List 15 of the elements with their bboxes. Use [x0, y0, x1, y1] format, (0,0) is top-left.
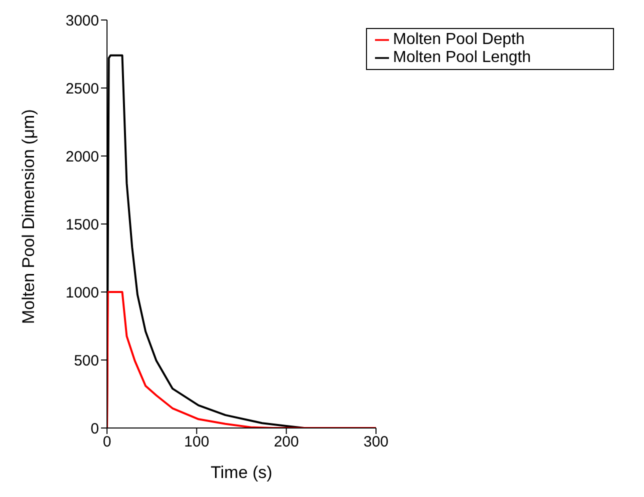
legend-label: Molten Pool Depth — [393, 31, 525, 48]
y-tick-label: 2000 — [66, 148, 99, 166]
y-tick-label: 0 — [90, 420, 99, 438]
x-tick-label: 300 — [363, 434, 389, 451]
y-tick-label: 2500 — [66, 80, 99, 98]
y-axis-title: Molten Pool Dimension (μm) — [19, 109, 38, 324]
x-tick-label: 200 — [274, 434, 299, 451]
x-tick-label: 0 — [102, 434, 112, 451]
y-tick-label: 3000 — [66, 12, 99, 30]
y-tick-label: 1500 — [66, 216, 99, 234]
y-tick-label: 500 — [74, 352, 99, 370]
x-axis-title: Time (s) — [210, 463, 272, 482]
y-tick-label: 1000 — [66, 284, 99, 302]
legend-label: Molten Pool Length — [393, 49, 531, 66]
x-tick-label: 100 — [184, 434, 210, 451]
